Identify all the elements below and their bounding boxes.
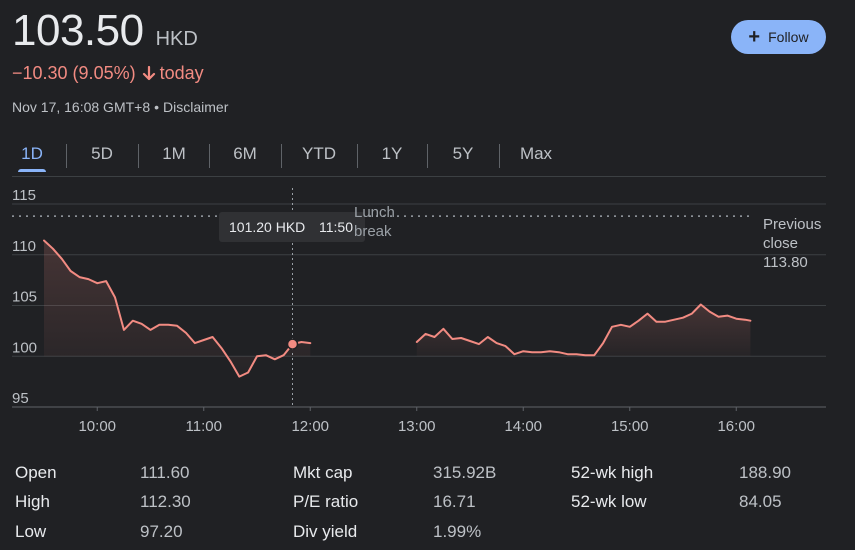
tooltip-time: 11:50 — [319, 219, 353, 235]
tab-label: 1M — [162, 144, 186, 163]
price-area — [416, 304, 751, 357]
tab-divider — [66, 144, 67, 168]
tab-label: 6M — [233, 144, 257, 163]
tooltip-price: 101.20 HKD — [229, 219, 305, 235]
stat-label-high: High — [15, 492, 50, 511]
follow-button[interactable]: + Follow — [731, 20, 826, 54]
tab-divider — [209, 144, 210, 168]
disclaimer-link[interactable]: Disclaimer — [163, 99, 229, 115]
stat-label-open: Open — [15, 463, 57, 482]
tab-divider — [499, 144, 500, 168]
stat-value-52wk-low: 84.05 — [739, 492, 782, 511]
change-period: today — [159, 63, 204, 83]
y-tick-label: 95 — [12, 390, 29, 407]
tab-label: YTD — [302, 144, 336, 163]
price-header: 103.50 HKD — [12, 6, 198, 56]
tab-label: 5Y — [452, 144, 474, 163]
tab-divider — [357, 144, 358, 168]
previous-close-label: 113.80 — [763, 254, 808, 271]
stat-value-div-yield: 1.99% — [433, 522, 482, 541]
tabs-divider — [12, 176, 826, 177]
y-tick-label: 115 — [12, 187, 36, 204]
price-area — [44, 240, 311, 377]
stat-value-pe-ratio: 16.71 — [433, 492, 476, 511]
quote-meta: Nov 17, 16:08 GMT+8 • Disclaimer — [12, 99, 228, 115]
y-tick-label: 110 — [12, 238, 36, 255]
tab-5d[interactable]: 5D — [80, 138, 124, 170]
stat-label-mkt-cap: Mkt cap — [293, 463, 353, 482]
x-tick-label: 15:00 — [611, 418, 649, 435]
arrow-down-icon — [142, 65, 156, 82]
y-tick-label: 105 — [12, 289, 37, 306]
stat-value-mkt-cap: 315.92B — [433, 463, 497, 482]
price-change: −10.30 (9.05%) today — [12, 63, 204, 84]
tab-label: 1Y — [381, 144, 403, 163]
stat-label-52wk-high: 52-wk high — [571, 463, 654, 482]
stat-label-52wk-low: 52-wk low — [571, 492, 647, 511]
lunch-break-label: break — [354, 223, 392, 240]
currency-label: HKD — [155, 28, 198, 50]
stat-value-low: 97.20 — [140, 522, 183, 541]
x-tick-label: 10:00 — [78, 418, 116, 435]
x-tick-label: 13:00 — [398, 418, 436, 435]
y-tick-label: 100 — [12, 339, 37, 356]
previous-close-label: Previous — [763, 216, 821, 233]
quote-timestamp: Nov 17, 16:08 GMT+8 — [12, 99, 151, 115]
previous-close-label: close — [763, 235, 798, 252]
change-value: −10.30 (9.05%) — [12, 63, 136, 83]
stat-label-pe-ratio: P/E ratio — [293, 492, 359, 511]
tab-label: Max — [519, 144, 553, 163]
follow-button-label: Follow — [768, 29, 809, 45]
current-price: 103.50 — [12, 6, 144, 55]
stat-value-open: 111.60 — [140, 463, 190, 482]
tab-max[interactable]: Max — [512, 138, 560, 170]
chart-tooltip: 101.20 HKD 11:50 — [219, 212, 365, 242]
hover-marker — [286, 338, 299, 350]
price-line — [415, 303, 752, 357]
price-chart[interactable]: 101.20 HKD 11:50 115 110 105 100 95 10:00 11:00… — [0, 180, 855, 450]
x-tick-label: 12:00 — [291, 418, 329, 435]
tab-divider — [138, 144, 139, 168]
lunch-break-label: Lunch — [354, 204, 395, 221]
stat-value-52wk-high: 188.90 — [739, 463, 791, 482]
tab-1y[interactable]: 1Y — [370, 138, 414, 170]
tab-divider — [427, 144, 428, 168]
price-line — [43, 239, 312, 378]
tab-6m[interactable]: 6M — [223, 138, 267, 170]
tab-1m[interactable]: 1M — [152, 138, 196, 170]
plus-icon: + — [748, 26, 761, 48]
x-tick-label: 14:00 — [504, 418, 542, 435]
tab-label: 1D — [21, 144, 43, 163]
tab-label: 5D — [91, 144, 113, 163]
tab-1d[interactable]: 1D — [12, 138, 52, 172]
separator-dot: • — [154, 99, 160, 115]
tooltip-box — [219, 212, 365, 242]
x-tick-label: 11:00 — [186, 418, 222, 435]
x-tick-label: 16:00 — [717, 418, 755, 435]
stat-label-low: Low — [15, 522, 47, 541]
time-range-tabs: 1D 5D 1M 6M YTD 1Y 5Y Max — [0, 138, 855, 172]
stat-label-div-yield: Div yield — [293, 522, 358, 541]
tab-divider — [281, 144, 282, 168]
stat-value-high: 112.30 — [140, 492, 191, 511]
tab-ytd[interactable]: YTD — [294, 138, 344, 170]
tab-5y[interactable]: 5Y — [441, 138, 485, 170]
